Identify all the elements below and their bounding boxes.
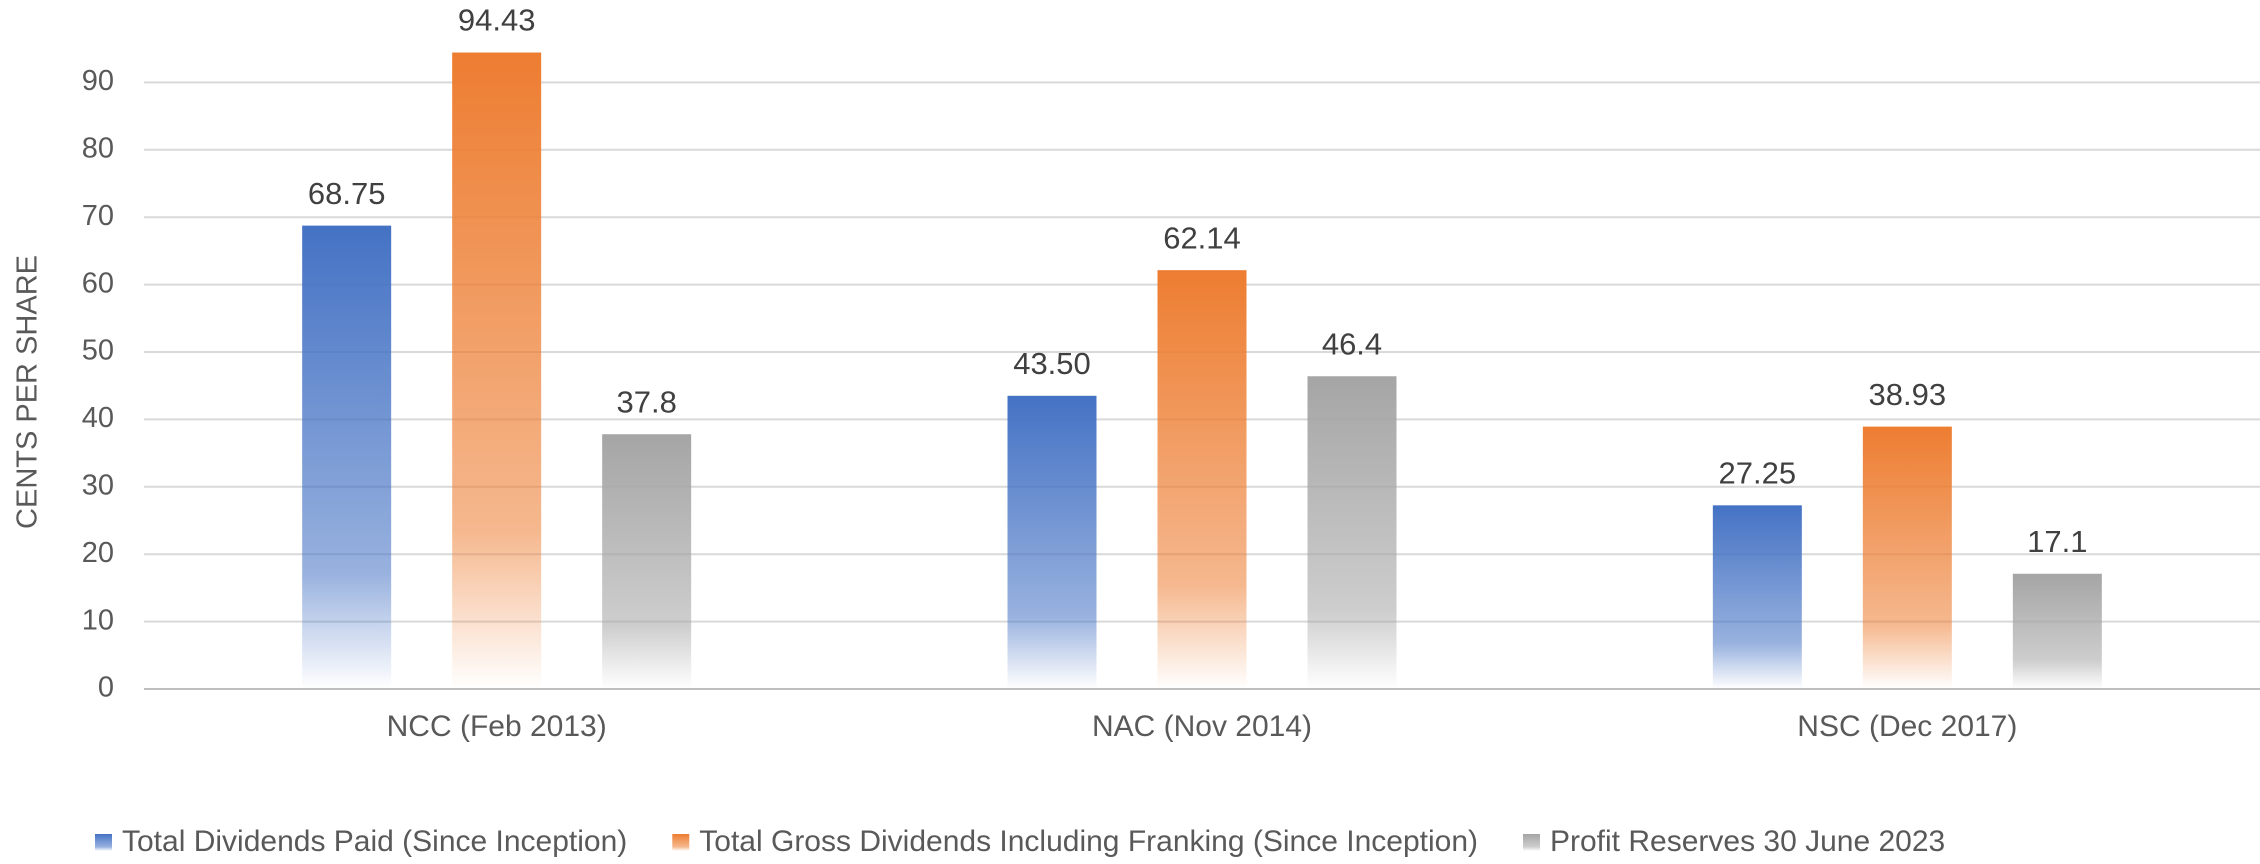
bar (602, 434, 692, 689)
bar (2012, 573, 2102, 689)
bar (1862, 426, 1952, 689)
data-label: 43.50 (1013, 346, 1091, 381)
data-label: 68.75 (308, 176, 386, 211)
y-tick-label: 10 (82, 604, 114, 636)
bar (1307, 376, 1397, 689)
legend-swatch (95, 834, 112, 851)
legend-swatch (1523, 834, 1540, 851)
y-tick-label: 20 (82, 537, 114, 569)
y-tick-label: 70 (82, 200, 114, 232)
data-label: 38.93 (1869, 377, 1947, 412)
data-label: 94.43 (458, 3, 536, 38)
x-tick-label: NAC (Nov 2014) (1092, 710, 1312, 743)
legend-label: Total Gross Dividends Including Franking… (699, 825, 1478, 858)
legend-label: Total Dividends Paid (Since Inception) (122, 825, 627, 858)
y-tick-label: 90 (82, 65, 114, 97)
data-label: 62.14 (1163, 220, 1241, 255)
y-tick-label: 60 (82, 267, 114, 299)
x-tick-label: NCC (Feb 2013) (387, 710, 607, 743)
data-label: 27.25 (1719, 456, 1797, 491)
y-axis-title: CENTS PER SHARE (12, 255, 44, 529)
y-tick-label: 80 (82, 132, 114, 164)
data-label: 46.4 (1322, 326, 1382, 361)
legend-swatch (672, 834, 690, 851)
data-label: 17.1 (2027, 524, 2087, 559)
x-tick-label: NSC (Dec 2017) (1797, 710, 2017, 743)
y-tick-label: 30 (82, 469, 114, 501)
y-tick-label: 50 (82, 335, 114, 367)
y-tick-label: 40 (82, 402, 114, 434)
data-label: 37.8 (616, 384, 676, 419)
bar (1007, 395, 1097, 689)
legend-label: Profit Reserves 30 June 2023 (1550, 825, 1945, 858)
bar (1712, 505, 1802, 689)
bar (302, 225, 392, 689)
bar (1157, 270, 1247, 689)
y-tick-label: 0 (98, 672, 114, 704)
bar (452, 52, 542, 689)
